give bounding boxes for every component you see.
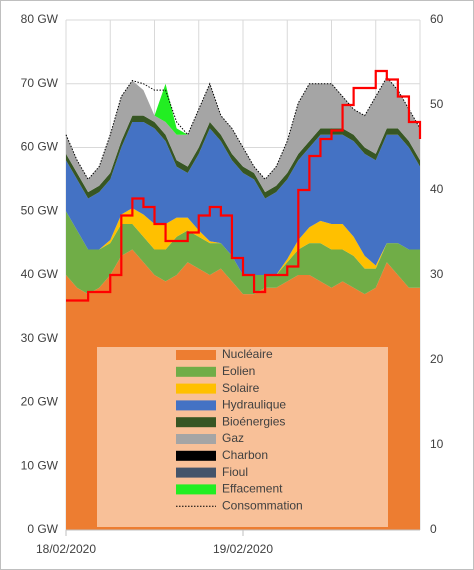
legend-label: Bioénergies bbox=[222, 414, 285, 428]
y2-tick-label: 60 bbox=[430, 12, 444, 26]
legend: Nucléaire Eolien Solaire Hydraulique Bioéner… bbox=[176, 347, 303, 512]
y-tick-label: 70 GW bbox=[21, 76, 59, 90]
area bbox=[66, 122, 420, 275]
legend-label: Eolien bbox=[222, 364, 255, 378]
legend-swatch bbox=[176, 383, 216, 394]
y2-tick-label: 30 bbox=[430, 267, 444, 281]
y2-tick-label: 0 bbox=[430, 522, 437, 536]
labels: 0 GW 10 GW 20 GW 30 GW 40 GW 50 GW 60 GW 70 GW 8… bbox=[21, 12, 444, 556]
legend-swatch bbox=[176, 484, 216, 495]
y-tick-label: 50 GW bbox=[21, 203, 59, 217]
legend-swatch bbox=[176, 434, 216, 444]
legend-swatch bbox=[176, 417, 216, 428]
legend-label: Fioul bbox=[222, 465, 248, 479]
y2-tick-label: 10 bbox=[430, 437, 444, 451]
y-tick-label: 80 GW bbox=[21, 12, 59, 26]
legend-label: Gaz bbox=[222, 431, 244, 445]
y2-tick-label: 40 bbox=[430, 182, 444, 196]
y-tick-label: 10 GW bbox=[21, 458, 59, 472]
y-tick-label: 0 GW bbox=[27, 522, 58, 536]
legend-label: Hydraulique bbox=[222, 398, 286, 412]
y-tick-label: 40 GW bbox=[21, 267, 59, 281]
y-tick-label: 20 GW bbox=[21, 395, 59, 409]
y-tick-label: 60 GW bbox=[21, 140, 59, 154]
area bbox=[66, 77, 420, 193]
x-tick-label: 19/02/2020 bbox=[213, 542, 273, 556]
legend-label: Charbon bbox=[222, 448, 268, 462]
legend-label: Consommation bbox=[222, 498, 303, 512]
area bbox=[66, 211, 420, 295]
legend-swatch bbox=[176, 467, 216, 478]
legend-label: Solaire bbox=[222, 381, 260, 395]
legend-swatch bbox=[176, 450, 216, 461]
legend-box bbox=[97, 347, 388, 527]
y-tick-label: 30 GW bbox=[21, 331, 59, 345]
legend-swatch bbox=[176, 366, 216, 377]
y2-tick-label: 20 bbox=[430, 352, 444, 366]
legend-swatch bbox=[176, 400, 216, 411]
legend-label: Nucléaire bbox=[222, 347, 273, 361]
legend-label: Effacement bbox=[222, 482, 283, 496]
lines bbox=[65, 69, 422, 531]
legend-swatch bbox=[176, 350, 216, 360]
price-line bbox=[66, 69, 422, 302]
x-tick-label: 18/02/2020 bbox=[36, 542, 96, 556]
y2-tick-label: 50 bbox=[430, 97, 444, 111]
